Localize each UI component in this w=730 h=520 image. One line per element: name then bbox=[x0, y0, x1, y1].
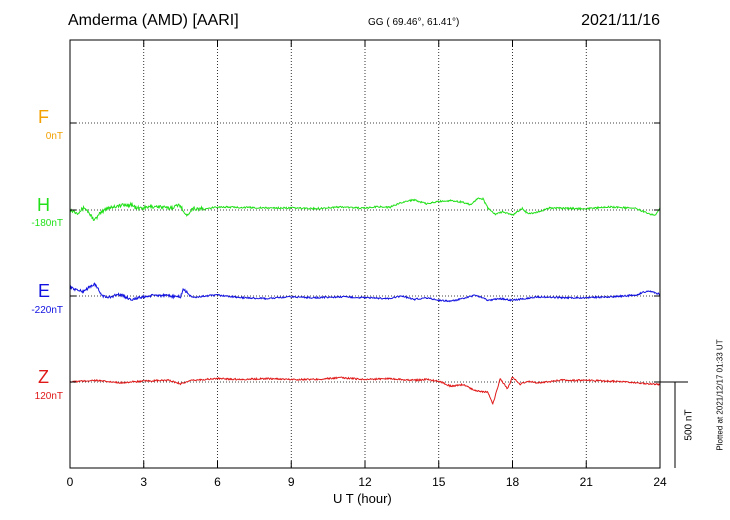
x-tick-label: 0 bbox=[67, 475, 74, 489]
x-axis-ticks: 0 3 6 9 12 15 18 21 24 bbox=[67, 40, 667, 489]
x-tick-label: 3 bbox=[140, 475, 147, 489]
x-tick-label: 15 bbox=[432, 475, 446, 489]
station-title: Amderma (AMD) [AARI] bbox=[68, 12, 239, 29]
x-axis-label: U T (hour) bbox=[333, 491, 392, 506]
e-series-line bbox=[69, 282, 661, 303]
plotted-timestamp: Plotted at 2021/12/17 01:33 UT bbox=[715, 339, 725, 451]
x-tick-label: 12 bbox=[358, 475, 372, 489]
e-component-label: E bbox=[38, 281, 51, 301]
f-component-label: F bbox=[38, 107, 49, 127]
x-tick-label: 18 bbox=[506, 475, 520, 489]
z-series-line bbox=[69, 376, 661, 406]
x-tick-label: 24 bbox=[653, 475, 667, 489]
series-lines bbox=[69, 197, 661, 406]
x-tick-label: 9 bbox=[288, 475, 295, 489]
e-baseline-label: -220nT bbox=[31, 305, 63, 316]
z-component-label: Z bbox=[38, 367, 49, 387]
scale-bar bbox=[660, 381, 688, 468]
grid-lines bbox=[70, 40, 660, 468]
date-label: 2021/11/16 bbox=[581, 12, 660, 29]
x-tick-label: 21 bbox=[580, 475, 594, 489]
h-component-label: H bbox=[37, 195, 50, 215]
f-baseline-label: 0nT bbox=[45, 131, 63, 142]
h-baseline-label: -180nT bbox=[31, 218, 63, 229]
z-baseline-label: 120nT bbox=[34, 391, 63, 402]
h-series-line bbox=[69, 197, 661, 221]
x-tick-label: 6 bbox=[214, 475, 221, 489]
coordinates-label: GG ( 69.46°, 61.41°) bbox=[368, 17, 460, 28]
scale-bar-label: 500 nT bbox=[683, 409, 695, 441]
